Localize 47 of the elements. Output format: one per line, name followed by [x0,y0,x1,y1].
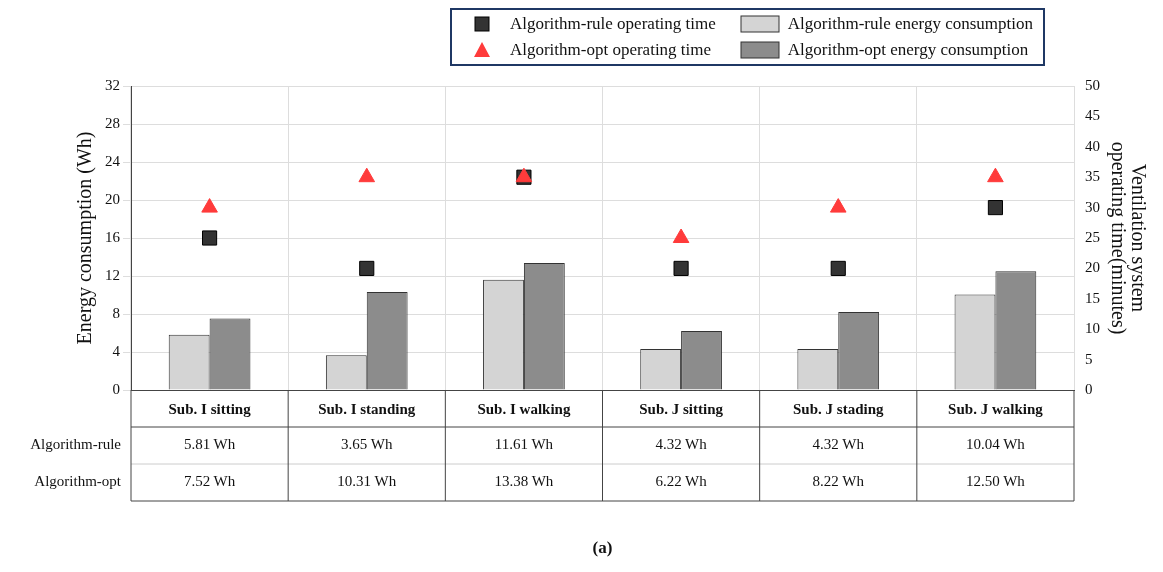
x-tick-label: Sub. I walking [477,400,571,417]
y2-tick-label: 0 [1085,380,1093,397]
legend-label: Algorithm-opt energy consumption [787,40,1029,60]
y-tick-label: 8 [112,304,120,321]
y-tick-label: 0 [112,380,120,397]
data-label: 6.22 Wh [655,473,708,490]
x-tick-label: Sub. J walking [948,400,1044,417]
y2-tick-label: 40 [1085,137,1100,154]
data-label: 10.04 Wh [965,436,1026,453]
data-label: 3.65 Wh [341,436,393,453]
data-label: 5.81 Wh [183,436,236,453]
y2-tick-label: 50 [1085,76,1100,93]
y-tick-label: 12 [105,266,120,283]
y2-tick-label: 30 [1085,198,1100,215]
y2-tick-label: 35 [1085,168,1100,185]
y-tick-label: 4 [112,342,121,359]
data-label: 13.38 Wh [494,473,554,490]
y-tick-label: 32 [105,76,120,93]
data-label: 12.50 Wh [965,473,1026,490]
text: (a) [592,538,613,558]
y-tick-label: 24 [105,152,121,169]
y-tick-label: 20 [105,190,120,207]
data-label: 4.32 Wh [655,436,708,453]
y-tick-label: 28 [105,114,120,131]
x-tick-label: Sub. J sitting [639,400,724,417]
y-tick-label: 16 [105,228,121,245]
y2-axis-title: Ventilation system operating time(minutes) [1106,141,1150,335]
y2-tick-label: 25 [1085,228,1100,245]
y2-tick-label: 15 [1085,289,1100,306]
legend-label: Algorithm-rule operating time [509,14,716,34]
y2-tick-label: 45 [1085,107,1100,124]
data-label: 4.32 Wh [812,436,865,453]
legend-label: Algorithm-opt operating time [509,40,712,60]
text: Algorithm-opt [34,473,122,490]
y2-tick-label: 10 [1085,320,1100,337]
x-tick-label: Sub. I standing [318,400,416,417]
data-label: 10.31 Wh [337,473,397,490]
data-label: 8.22 Wh [812,473,865,490]
y2-tick-label: 5 [1085,350,1093,367]
data-label: 11.61 Wh [494,436,554,453]
legend-label: Algorithm-rule energy consumption [787,14,1033,34]
x-tick-label: Sub. J stading [793,400,884,417]
text: Algorithm-rule [30,436,122,453]
x-tick-label: Sub. I sitting [168,400,252,417]
y-axis-title: Energy consumption (Wh) [73,131,97,345]
data-label: 7.52 Wh [183,473,236,490]
y2-tick-label: 20 [1085,259,1100,276]
